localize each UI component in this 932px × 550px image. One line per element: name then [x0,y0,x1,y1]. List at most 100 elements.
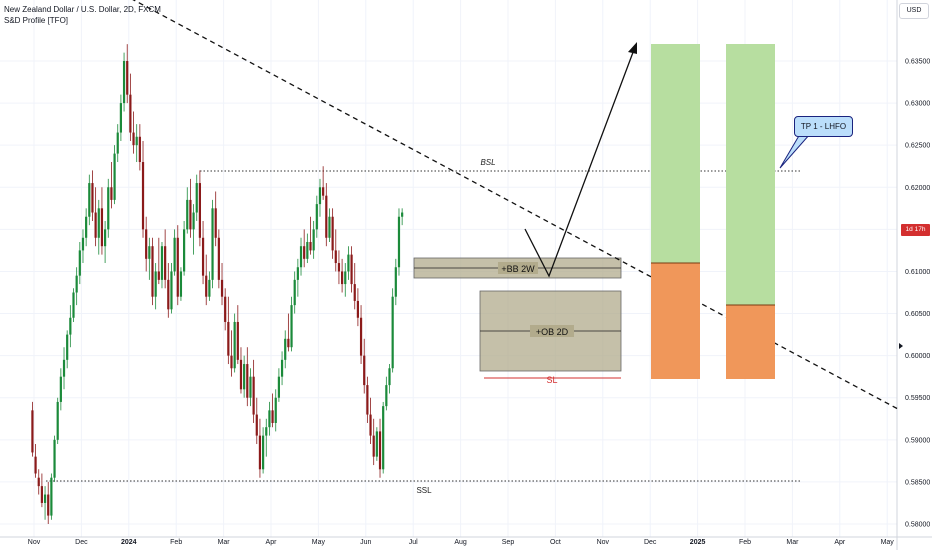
candle[interactable] [50,473,53,520]
candle[interactable] [85,208,88,247]
candle[interactable] [397,208,401,276]
candle[interactable] [350,246,353,293]
candle[interactable] [309,216,312,255]
candle[interactable] [356,288,360,327]
candle[interactable] [299,237,303,276]
candle[interactable] [331,208,334,259]
candle[interactable] [372,418,375,466]
candle[interactable] [306,233,309,264]
candle[interactable] [103,220,107,264]
candle[interactable] [72,288,75,322]
candle[interactable] [293,271,296,314]
candle[interactable] [148,237,151,280]
candle[interactable] [47,481,50,524]
candle[interactable] [176,225,179,306]
candle[interactable] [214,191,217,247]
candle[interactable] [129,73,132,141]
candle[interactable] [236,305,239,365]
candle[interactable] [126,44,129,104]
candle[interactable] [116,124,119,163]
candle[interactable] [40,473,44,508]
candle[interactable] [220,263,224,306]
candle[interactable] [173,229,176,276]
candle[interactable] [391,288,394,373]
candle[interactable] [353,263,356,310]
candle[interactable] [271,393,274,428]
candle[interactable] [167,263,170,318]
candle[interactable] [227,296,230,365]
candle[interactable] [31,401,34,457]
candle[interactable] [287,313,290,352]
candle[interactable] [192,204,195,255]
candle[interactable] [100,187,104,255]
candle[interactable] [347,246,350,280]
candle[interactable] [97,199,100,255]
candle[interactable] [195,174,198,221]
candle[interactable] [296,258,299,297]
candle[interactable] [141,140,145,238]
candle[interactable] [179,267,183,301]
candle[interactable] [132,111,135,154]
candle[interactable] [318,178,322,217]
candle[interactable] [382,401,385,474]
candle[interactable] [164,229,167,289]
candle[interactable] [43,486,47,520]
candle[interactable] [208,271,211,301]
candle[interactable] [388,364,391,394]
tp-callout[interactable]: TP 1 - LHFO [794,116,853,137]
candle[interactable] [154,263,157,310]
candle[interactable] [75,267,78,306]
candle[interactable] [369,397,372,445]
candle[interactable] [340,258,344,293]
candle[interactable] [34,444,37,478]
candle[interactable] [157,237,160,285]
candle[interactable] [88,174,91,226]
candle[interactable] [375,427,378,461]
candle[interactable] [378,418,382,478]
candle[interactable] [122,52,126,112]
position-1-stop-zone[interactable] [651,263,700,379]
candle[interactable] [160,241,164,289]
candle[interactable] [230,330,233,377]
projection-path[interactable] [524,46,636,278]
candle[interactable] [261,427,265,474]
candle[interactable] [69,305,72,348]
candle[interactable] [322,166,325,200]
position-1-target-zone[interactable] [651,44,700,263]
candle[interactable] [182,220,186,276]
candle[interactable] [252,359,255,423]
candle[interactable] [243,355,246,398]
candle[interactable] [62,347,66,390]
candle[interactable] [205,254,208,306]
candle[interactable] [81,229,85,264]
candle[interactable] [189,178,192,238]
candle[interactable] [312,220,315,259]
candle[interactable] [268,401,271,436]
candle[interactable] [151,237,154,306]
candle[interactable] [107,178,110,238]
candle[interactable] [37,469,40,495]
candle[interactable] [119,94,123,141]
candle[interactable] [239,347,243,394]
position-2-target-zone[interactable] [726,44,775,305]
candle[interactable] [337,250,341,285]
candle[interactable] [110,162,113,209]
candle[interactable] [135,124,138,163]
candle[interactable] [366,376,369,423]
candle[interactable] [145,216,148,272]
candle[interactable] [170,263,173,314]
candle[interactable] [246,347,249,407]
currency-button[interactable]: USD [899,3,929,19]
candle[interactable] [315,195,318,238]
candle[interactable] [303,229,306,268]
candle[interactable] [78,241,81,285]
candle[interactable] [290,296,293,352]
candle[interactable] [325,183,328,247]
candle[interactable] [56,397,59,445]
candle[interactable] [249,368,252,407]
candle[interactable] [328,208,331,242]
candle[interactable] [280,351,284,386]
candle[interactable] [138,124,141,171]
candle[interactable] [277,368,281,402]
candle[interactable] [265,418,268,457]
